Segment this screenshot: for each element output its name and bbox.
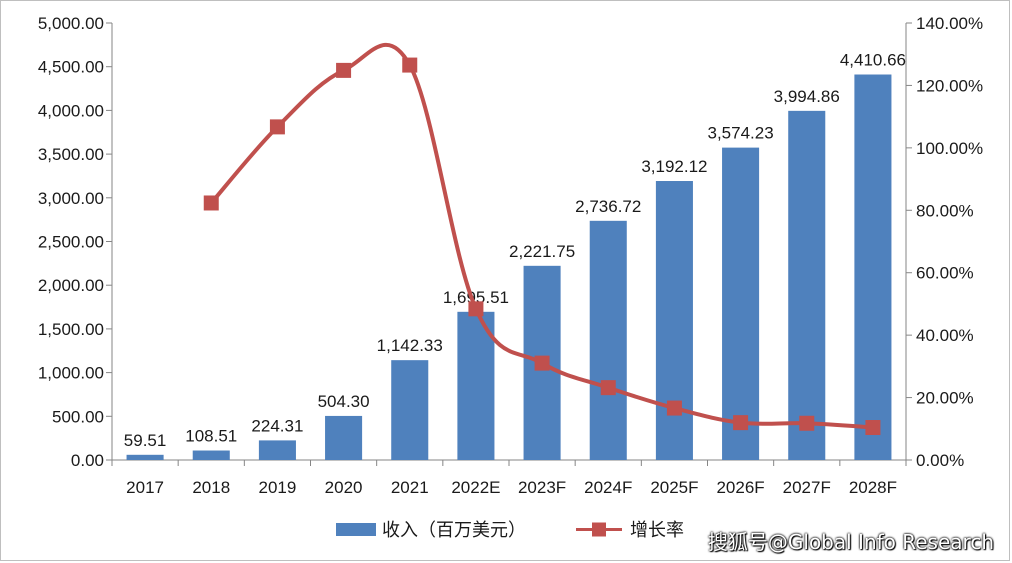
growth-marker — [269, 119, 285, 135]
revenue-bar — [655, 181, 693, 460]
x-tick-label: 2019 — [259, 478, 297, 497]
x-tick-label: 2027F — [783, 478, 831, 497]
legend-swatch-revenue — [336, 523, 376, 536]
revenue-bar — [258, 440, 296, 460]
left-tick-label: 3,000.00 — [38, 189, 104, 208]
right-tick-label: 120.00% — [916, 76, 983, 95]
left-tick-label: 4,500.00 — [38, 58, 104, 77]
revenue-bar — [391, 360, 429, 460]
revenue-bar — [589, 220, 627, 460]
right-tick-label: 40.00% — [916, 326, 974, 345]
right-tick-label: 140.00% — [916, 14, 983, 33]
watermark: 搜狐号@Global Info Research — [707, 530, 994, 554]
revenue-bar — [192, 450, 230, 460]
revenue-data-label: 3,574.23 — [707, 124, 773, 143]
revenue-data-label: 59.51 — [124, 431, 167, 450]
growth-marker — [865, 420, 881, 436]
left-tick-label: 1,500.00 — [38, 320, 104, 339]
legend: 收入（百万美元） 增长率 — [336, 520, 684, 540]
left-axis-ticks: 0.00 500.00 1,000.00 1,500.00 2,000.00 2,500.… — [38, 14, 112, 470]
growth-marker — [733, 415, 749, 431]
right-tick-label: 100.00% — [916, 139, 983, 158]
revenue-data-label: 1,695.51 — [443, 288, 509, 307]
left-tick-label: 5,000.00 — [38, 14, 104, 33]
revenue-data-label: 4,410.66 — [840, 51, 906, 70]
growth-marker — [666, 400, 682, 416]
x-tick-label: 2018 — [192, 478, 230, 497]
left-tick-label: 1,000.00 — [38, 364, 104, 383]
revenue-data-label: 2,736.72 — [575, 197, 641, 216]
revenue-bar — [788, 110, 826, 460]
growth-marker — [799, 415, 815, 431]
x-tick-label: 2022E — [451, 478, 500, 497]
x-tick-label: 2020 — [325, 478, 363, 497]
x-tick-label: 2026F — [716, 478, 764, 497]
legend-label-growth: 增长率 — [630, 520, 684, 540]
growth-marker — [203, 195, 219, 211]
revenue-bar — [722, 147, 760, 460]
bar-data-labels: 59.51 108.51 224.31 504.30 1,142.33 1,695.51 2… — [124, 51, 906, 450]
right-tick-label: 0.00% — [916, 451, 964, 470]
revenue-data-label: 3,192.12 — [641, 157, 707, 176]
revenue-bar — [457, 311, 495, 460]
left-tick-label: 500.00 — [52, 407, 104, 426]
revenue-bar — [325, 415, 363, 460]
bar-series — [126, 74, 892, 461]
x-tick-label: 2028F — [849, 478, 897, 497]
growth-marker — [402, 57, 418, 73]
growth-line-series — [203, 42, 881, 436]
left-tick-label: 2,000.00 — [38, 276, 104, 295]
revenue-data-label: 108.51 — [185, 427, 237, 446]
right-tick-label: 80.00% — [916, 201, 974, 220]
right-tick-label: 60.00% — [916, 264, 974, 283]
revenue-data-label: 2,221.75 — [509, 242, 575, 261]
legend-swatch-growth-marker — [592, 522, 606, 537]
x-tick-label: 2024F — [584, 478, 632, 497]
left-tick-label: 4,000.00 — [38, 101, 104, 120]
x-tick-label: 2021 — [391, 478, 429, 497]
revenue-data-label: 224.31 — [251, 416, 303, 435]
revenue-bar — [126, 454, 164, 460]
legend-label-revenue: 收入（百万美元） — [382, 520, 526, 540]
growth-marker — [468, 301, 484, 317]
x-tick-label: 2025F — [650, 478, 698, 497]
revenue-data-label: 504.30 — [318, 392, 370, 411]
x-tick-label: 2023F — [518, 478, 566, 497]
right-tick-label: 20.00% — [916, 389, 974, 408]
revenue-bar — [854, 74, 892, 461]
left-tick-label: 0.00 — [71, 451, 104, 470]
left-tick-label: 3,500.00 — [38, 145, 104, 164]
revenue-data-label: 1,142.33 — [377, 336, 443, 355]
growth-marker — [336, 62, 352, 78]
x-tick-label: 2017 — [126, 478, 164, 497]
growth-marker — [534, 355, 550, 371]
revenue-data-label: 3,994.86 — [774, 87, 840, 106]
x-axis-ticks: 2017 2018 2019 2020 2021 2022E 2023F 2024F 2025F… — [111, 460, 907, 497]
left-tick-label: 2,500.00 — [38, 233, 104, 252]
growth-marker — [600, 380, 616, 396]
right-axis-ticks: 0.00% 20.00% 40.00% 60.00% 80.00% 100.00% 120.… — [906, 14, 983, 470]
